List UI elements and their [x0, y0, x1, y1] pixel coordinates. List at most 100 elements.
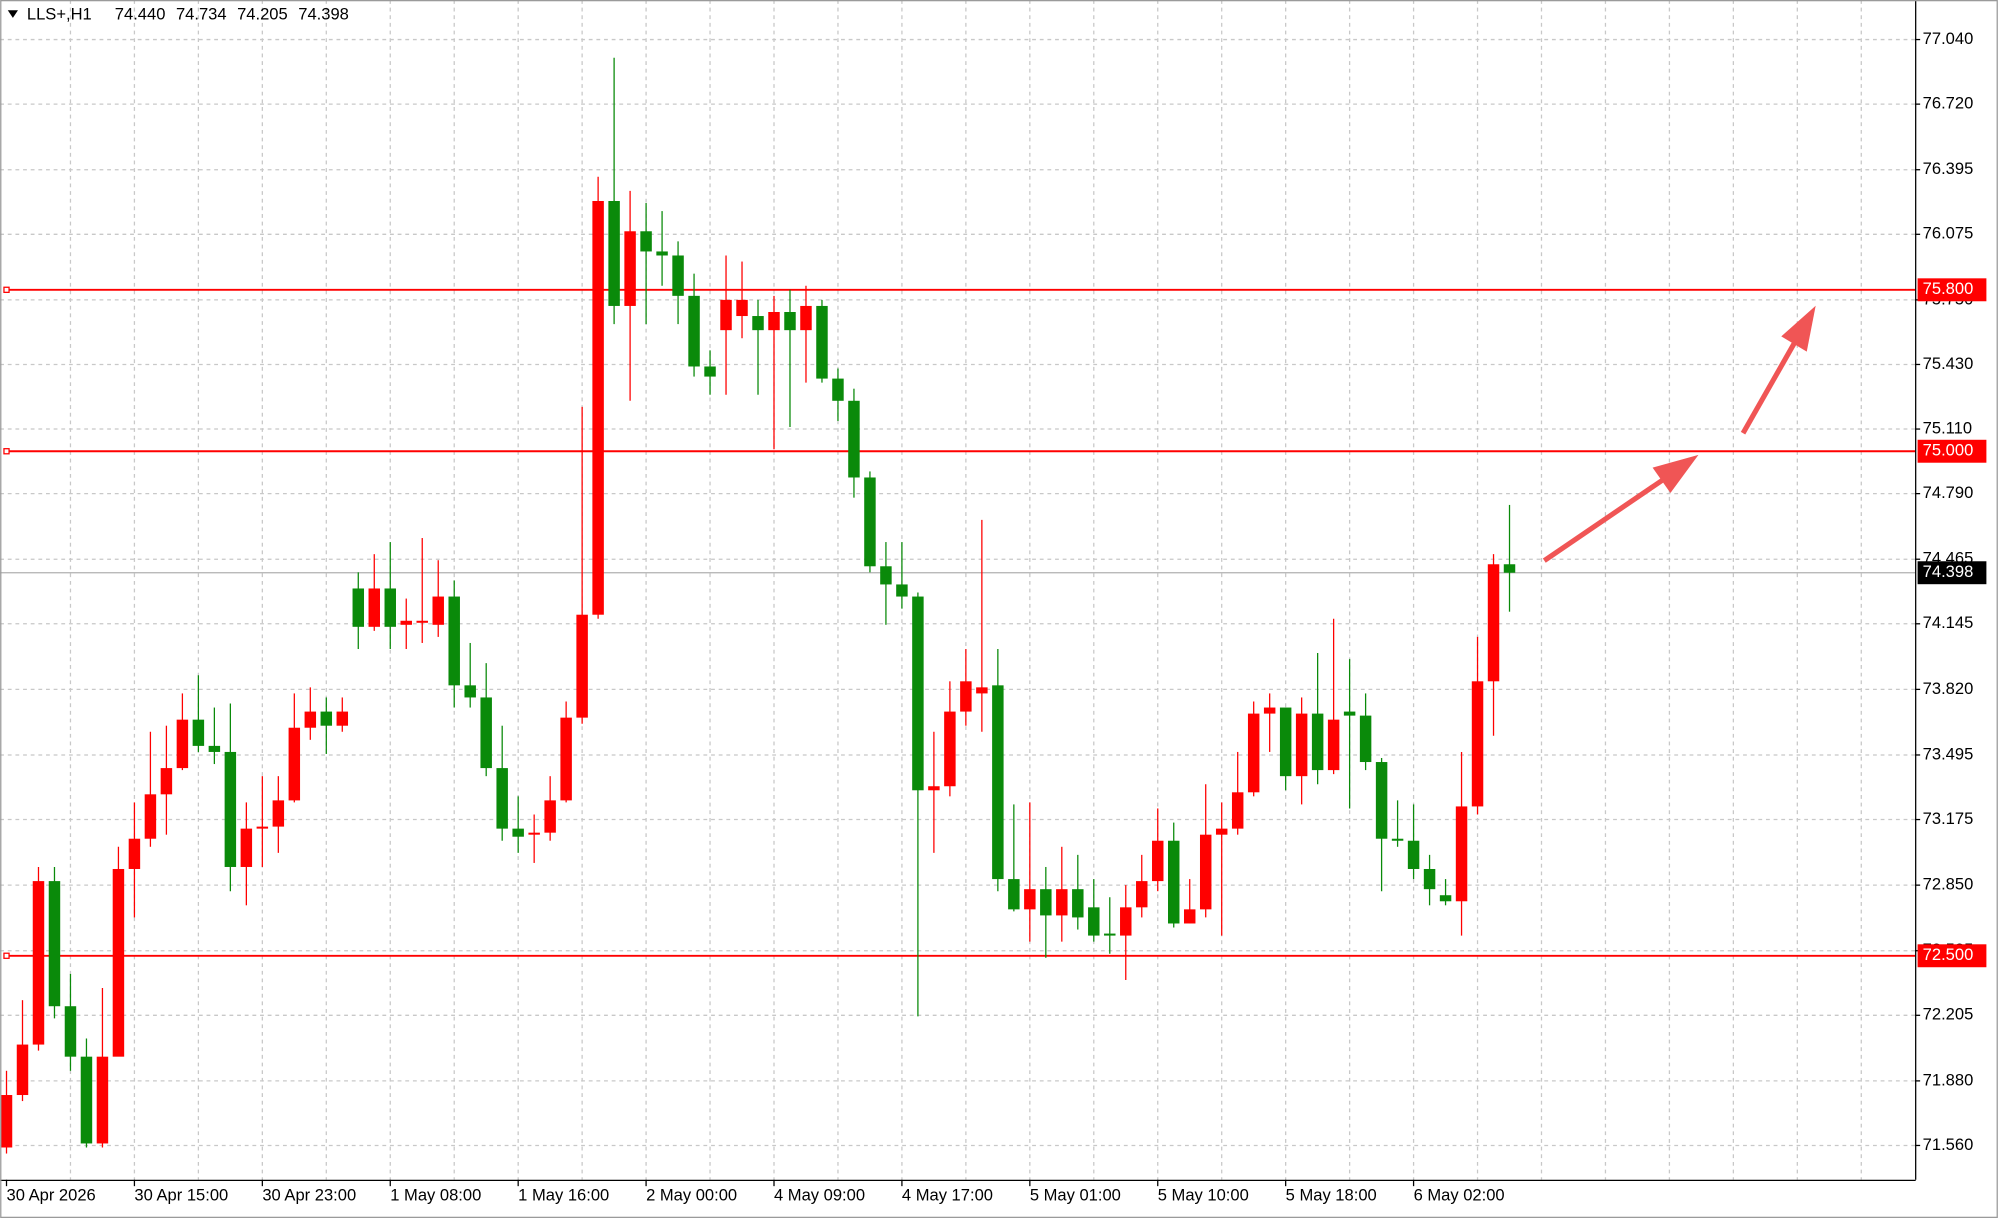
candle-body	[784, 311, 796, 331]
candle-body	[1215, 828, 1228, 835]
candle-body	[288, 727, 301, 801]
candle-body	[1056, 889, 1068, 916]
candle-body	[1487, 564, 1500, 682]
candle-body	[1327, 719, 1340, 771]
candle-body	[64, 1006, 77, 1057]
candle-body	[112, 868, 125, 1057]
y-tick-label: 76.395	[1923, 159, 1974, 178]
candle-body	[1231, 792, 1244, 829]
candle-body	[704, 366, 716, 377]
candle-body	[688, 295, 700, 367]
candle-body	[800, 305, 812, 331]
x-tick-label: 2 May 00:00	[646, 1186, 737, 1205]
candle-body	[336, 711, 349, 726]
x-tick-label: 5 May 01:00	[1030, 1186, 1121, 1205]
level-anchor	[3, 448, 10, 455]
candle-body	[1439, 895, 1452, 902]
level-anchor	[3, 952, 10, 959]
candle-body	[928, 786, 940, 791]
header-menu-icon[interactable]	[7, 10, 18, 18]
candle-body	[752, 316, 764, 331]
x-tick-label: 30 Apr 23:00	[262, 1186, 356, 1205]
candle-body	[1199, 834, 1212, 910]
x-tick-label: 4 May 09:00	[774, 1186, 865, 1205]
candle-body	[368, 588, 380, 627]
candle-body	[768, 311, 780, 331]
candle-body	[496, 768, 508, 829]
candle-body	[560, 717, 572, 801]
axis-layer: 77.04076.72076.39576.07575.75075.43075.1…	[5, 29, 1987, 1205]
candle-body	[1104, 933, 1116, 936]
quote-low: 74.205	[237, 5, 288, 24]
candle-body	[32, 881, 45, 1045]
arrow-head	[1652, 454, 1699, 494]
last-price-box	[1917, 561, 1987, 585]
x-tick-label: 30 Apr 2026	[7, 1186, 96, 1205]
candle-body	[400, 620, 412, 625]
candle-body	[624, 231, 636, 306]
candle-body	[192, 719, 205, 746]
level-anchor	[3, 286, 10, 293]
y-tick-label: 73.820	[1923, 679, 1974, 698]
candle-body	[432, 596, 444, 625]
candle-body	[304, 711, 317, 728]
candle-body	[16, 1044, 29, 1096]
candle-body	[1295, 713, 1308, 777]
y-tick-label: 75.430	[1923, 354, 1974, 373]
candle-body	[528, 832, 540, 835]
level-label-box	[1917, 278, 1987, 302]
candle-body	[272, 800, 285, 827]
candle-body	[1152, 840, 1164, 882]
x-tick-label: 5 May 18:00	[1286, 1186, 1377, 1205]
candle-body	[1120, 907, 1132, 936]
candle-body	[384, 588, 396, 627]
candle-body	[832, 378, 844, 401]
candle-body	[160, 768, 173, 795]
y-tick-label: 72.850	[1923, 875, 1974, 894]
quote-high: 74.734	[176, 5, 227, 24]
candle-body	[1343, 711, 1356, 716]
level-label: 75.000	[1923, 441, 1974, 460]
candle-body	[1311, 713, 1324, 771]
candle-body	[1088, 907, 1100, 936]
level-label-box	[1917, 944, 1987, 968]
arrow-head	[1781, 305, 1816, 352]
candle-body	[320, 711, 333, 726]
candle-body	[912, 596, 924, 791]
y-tick-label: 71.560	[1923, 1135, 1974, 1154]
candle-body	[48, 881, 61, 1007]
candle-body	[1072, 889, 1084, 918]
y-tick-label: 71.880	[1923, 1070, 1974, 1089]
candle-body	[1263, 707, 1276, 714]
candle-layer	[0, 57, 1516, 1154]
candle-body	[208, 745, 221, 752]
quote-close: 74.398	[298, 5, 349, 24]
x-tick-label: 6 May 02:00	[1414, 1186, 1505, 1205]
candle-body	[656, 251, 668, 256]
candle-body	[576, 614, 588, 718]
candle-body	[1168, 840, 1180, 924]
candle-body	[1183, 909, 1196, 924]
level-label: 75.800	[1923, 279, 1974, 298]
candle-body	[480, 697, 492, 769]
candle-body	[1136, 881, 1148, 908]
y-tick-label: 76.720	[1923, 94, 1974, 113]
y-tick-label: 72.205	[1923, 1005, 1974, 1024]
candle-body	[608, 201, 620, 306]
candle-body	[1008, 879, 1020, 910]
candle-body	[1503, 564, 1516, 573]
candle-body	[176, 719, 189, 769]
candle-body	[1040, 889, 1052, 916]
x-tick-label: 30 Apr 15:00	[134, 1186, 228, 1205]
candle-body	[448, 596, 460, 686]
candle-body	[960, 681, 972, 712]
y-tick-label: 73.175	[1923, 809, 1974, 828]
last-price-label: 74.398	[1923, 562, 1974, 581]
candle-body	[880, 566, 892, 585]
candle-body	[96, 1056, 109, 1144]
candle-body	[976, 687, 988, 694]
candle-body	[816, 305, 828, 379]
candle-body	[0, 1095, 13, 1148]
